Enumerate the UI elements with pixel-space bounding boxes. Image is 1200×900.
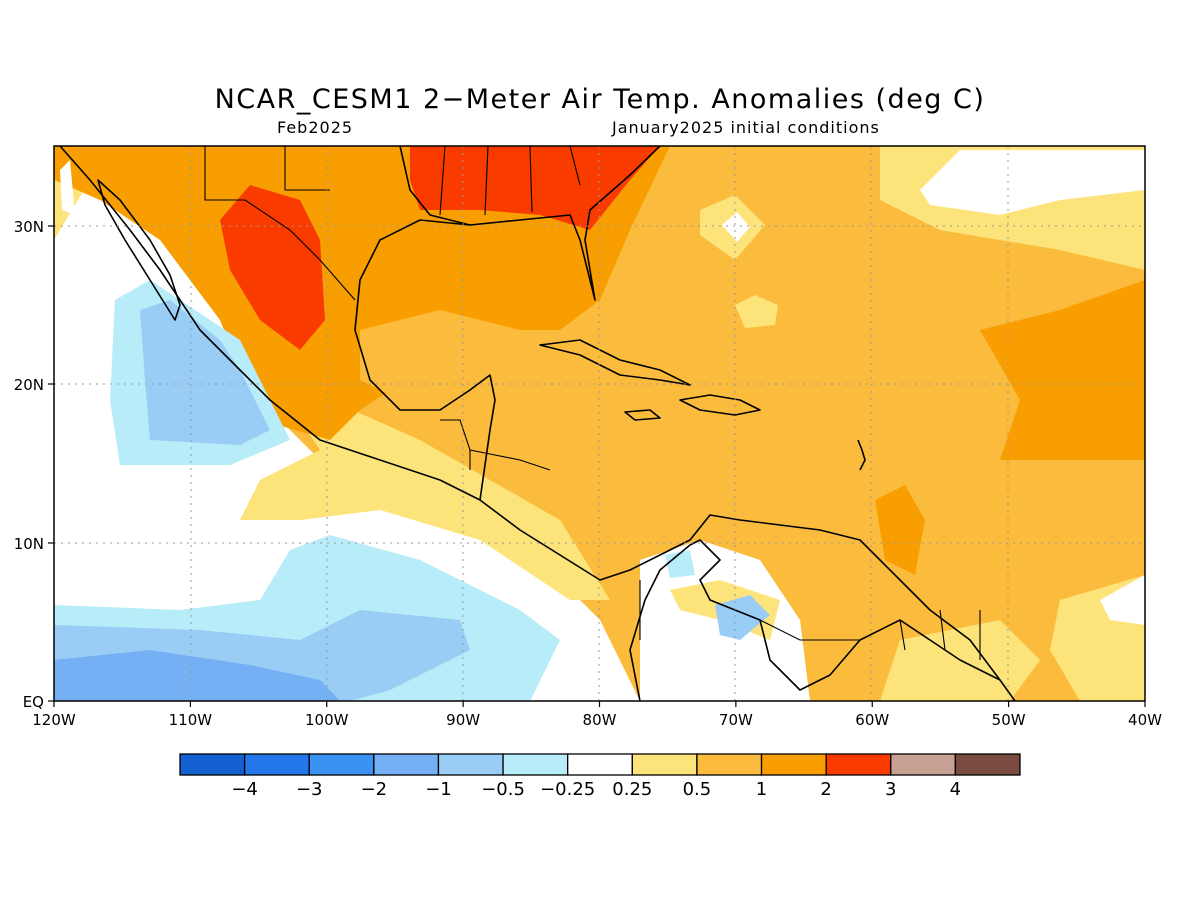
colorbar-swatch: [631, 753, 698, 776]
colorbar-label: −0.5: [481, 779, 525, 800]
country-borders: [54, 146, 981, 660]
forecast-month: Feb2025: [277, 118, 354, 137]
colorbar-label: −3: [296, 779, 323, 800]
colorbar-label: 3: [885, 779, 896, 800]
lon-label: 70W: [719, 711, 753, 729]
longitude-axis: 120W 110W 100W 90W 80W 70W 60W 50W 40W: [32, 701, 1162, 729]
lon-label: 50W: [992, 711, 1026, 729]
colorbar-label: 0.25: [612, 779, 652, 800]
lat-label: 20N: [14, 376, 44, 394]
colorbar-swatch: [502, 753, 569, 776]
graticule: [54, 146, 1145, 701]
colorbar-swatch: [825, 753, 892, 776]
initial-conditions: January2025 initial conditions: [612, 118, 880, 137]
colorbar-label: 1: [756, 779, 767, 800]
lon-label: 40W: [1128, 711, 1162, 729]
colorbar-swatch: [243, 753, 310, 776]
colorbar-swatch: [567, 753, 633, 776]
lon-label: 100W: [305, 711, 349, 729]
lat-label: 30N: [14, 218, 44, 236]
colorbar-label: −4: [231, 779, 258, 800]
colorbar-swatch: [696, 753, 763, 776]
lon-label: 120W: [32, 711, 76, 729]
colorbar: −4 −3 −2 −1 −0.5 −0.25 0.25 0.5 1 2 3 4: [179, 753, 1021, 800]
lon-label: 110W: [169, 711, 213, 729]
lon-label: 60W: [855, 711, 889, 729]
colorbar-label: −0.25: [540, 779, 595, 800]
colorbar-label: 0.5: [683, 779, 712, 800]
colorbar-swatch: [373, 753, 440, 776]
colorbar-label: 4: [950, 779, 961, 800]
anomaly-field: [54, 146, 1145, 701]
colorbar-label: −2: [361, 779, 388, 800]
colorbar-label: −1: [425, 779, 452, 800]
colorbar-swatch: [437, 753, 504, 776]
colorbar-swatch: [760, 753, 827, 776]
latitude-axis: EQ 10N 20N 30N: [14, 218, 54, 711]
coastlines: [59, 146, 1016, 701]
lon-label: 90W: [446, 711, 480, 729]
lon-label: 80W: [583, 711, 617, 729]
lat-label: EQ: [23, 693, 44, 711]
colorbar-label: 2: [820, 779, 831, 800]
lat-label: 10N: [14, 535, 44, 553]
map-title: NCAR_CESM1 2−Meter Air Temp. Anomalies (…: [214, 84, 986, 115]
colorbar-swatch: [954, 753, 1021, 776]
colorbar-swatch: [890, 753, 957, 776]
colorbar-swatch: [179, 753, 246, 776]
colorbar-swatch: [308, 753, 375, 776]
